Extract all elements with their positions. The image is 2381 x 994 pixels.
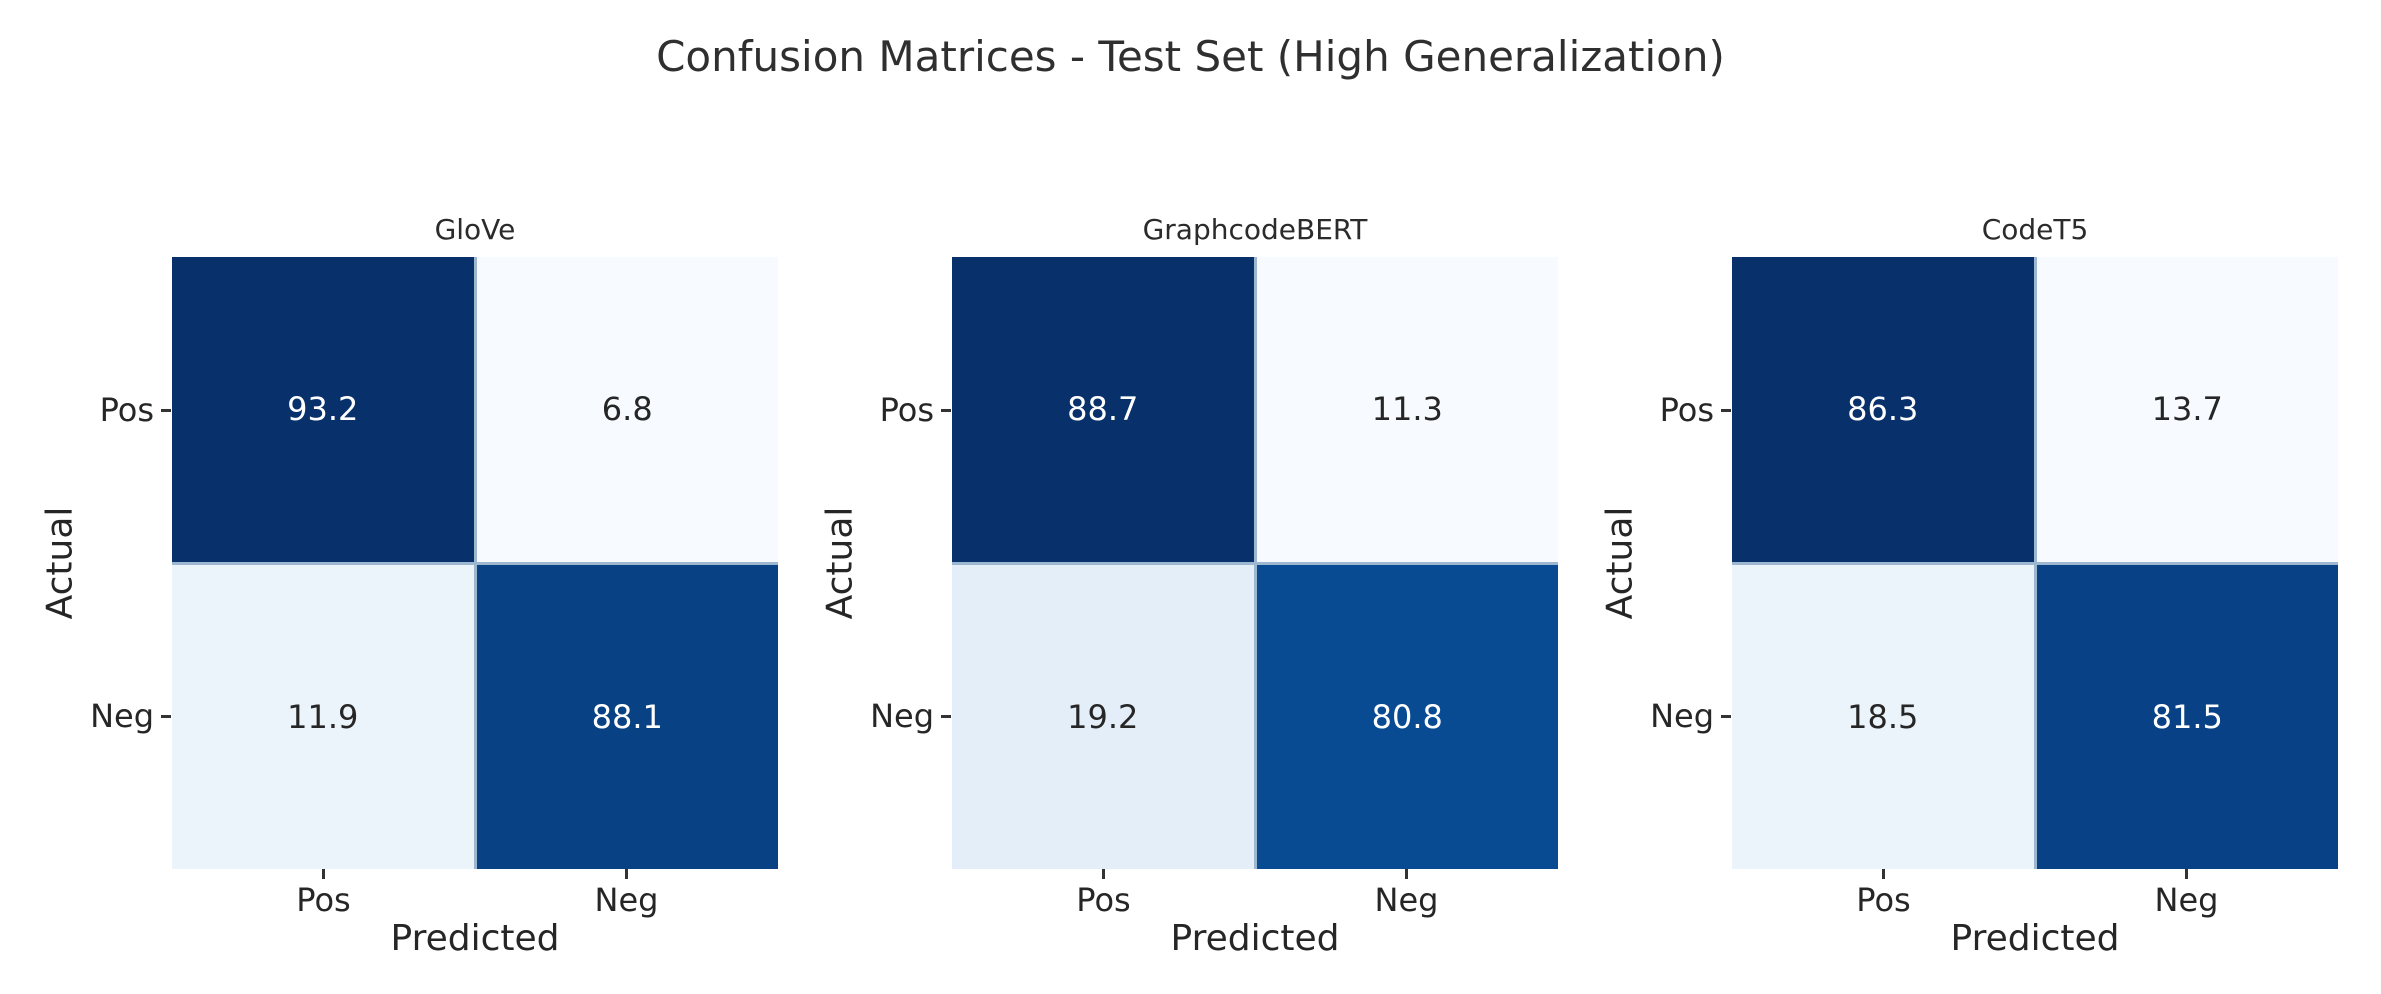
matrix-cell-actual-neg-pred-neg: 88.1 (476, 564, 778, 869)
matrix-cell-actual-pos-pred-neg: 11.3 (1256, 257, 1558, 562)
matrix-cell-actual-pos-pred-pos: 88.7 (952, 257, 1254, 562)
x-tick-label-pos: Pos (1856, 881, 1911, 919)
y-tick-mark (1721, 715, 1731, 718)
y-tick-mark (1721, 409, 1731, 412)
panel-glove: GloVe Actual Pos Neg 93.2 6.8 11.9 88.1 … (22, 0, 778, 994)
y-tick-label-pos: Pos (879, 391, 934, 429)
y-axis-label: Actual (39, 506, 81, 620)
y-tick-mark (161, 409, 171, 412)
matrix-cell-actual-pos-pred-pos: 86.3 (1732, 257, 2034, 562)
x-tick-mark (2185, 869, 2188, 879)
x-tick-label-pos: Pos (296, 881, 351, 919)
x-axis-label: Predicted (1950, 918, 2120, 959)
y-axis-label: Actual (1599, 506, 1641, 620)
matrix-cell-actual-neg-pred-neg: 81.5 (2036, 564, 2338, 869)
matrix-cell-actual-pos-pred-pos: 93.2 (172, 257, 474, 562)
x-tick-mark (1405, 869, 1408, 879)
x-axis-label: Predicted (1170, 918, 1340, 959)
x-tick-label-neg: Neg (2154, 881, 2219, 919)
panel-title: GloVe (434, 213, 516, 246)
y-tick-label-neg: Neg (90, 697, 154, 735)
heatmap-grid: 88.7 11.3 19.2 80.8 (952, 257, 1558, 869)
x-tick-mark (625, 869, 628, 879)
matrix-cell-actual-pos-pred-neg: 6.8 (476, 257, 778, 562)
x-tick-label-neg: Neg (594, 881, 659, 919)
y-axis-label: Actual (819, 506, 861, 620)
matrix-cell-actual-pos-pred-neg: 13.7 (2036, 257, 2338, 562)
heatmap-grid: 93.2 6.8 11.9 88.1 (172, 257, 778, 869)
panel-title: GraphcodeBERT (1142, 213, 1368, 246)
y-tick-mark (941, 409, 951, 412)
matrix-cell-actual-neg-pred-pos: 18.5 (1732, 564, 2034, 869)
x-tick-mark (322, 869, 325, 879)
x-tick-label-pos: Pos (1076, 881, 1131, 919)
panel-title: CodeT5 (1981, 213, 2089, 246)
y-tick-label-pos: Pos (99, 391, 154, 429)
x-tick-mark (1102, 869, 1105, 879)
panel-graphcodebert: GraphcodeBERT Actual Pos Neg 88.7 11.3 1… (802, 0, 1558, 994)
figure-title: Confusion Matrices - Test Set (High Gene… (656, 32, 1725, 81)
y-tick-label-neg: Neg (870, 697, 934, 735)
heatmap-grid: 86.3 13.7 18.5 81.5 (1732, 257, 2338, 869)
x-tick-mark (1882, 869, 1885, 879)
matrix-cell-actual-neg-pred-neg: 80.8 (1256, 564, 1558, 869)
y-tick-label-pos: Pos (1659, 391, 1714, 429)
x-tick-label-neg: Neg (1374, 881, 1439, 919)
matrix-cell-actual-neg-pred-pos: 11.9 (172, 564, 474, 869)
panel-codet5: CodeT5 Actual Pos Neg 86.3 13.7 18.5 81.… (1582, 0, 2338, 994)
y-tick-mark (941, 715, 951, 718)
y-tick-label-neg: Neg (1650, 697, 1714, 735)
matrix-cell-actual-neg-pred-pos: 19.2 (952, 564, 1254, 869)
y-tick-mark (161, 715, 171, 718)
x-axis-label: Predicted (390, 918, 560, 959)
